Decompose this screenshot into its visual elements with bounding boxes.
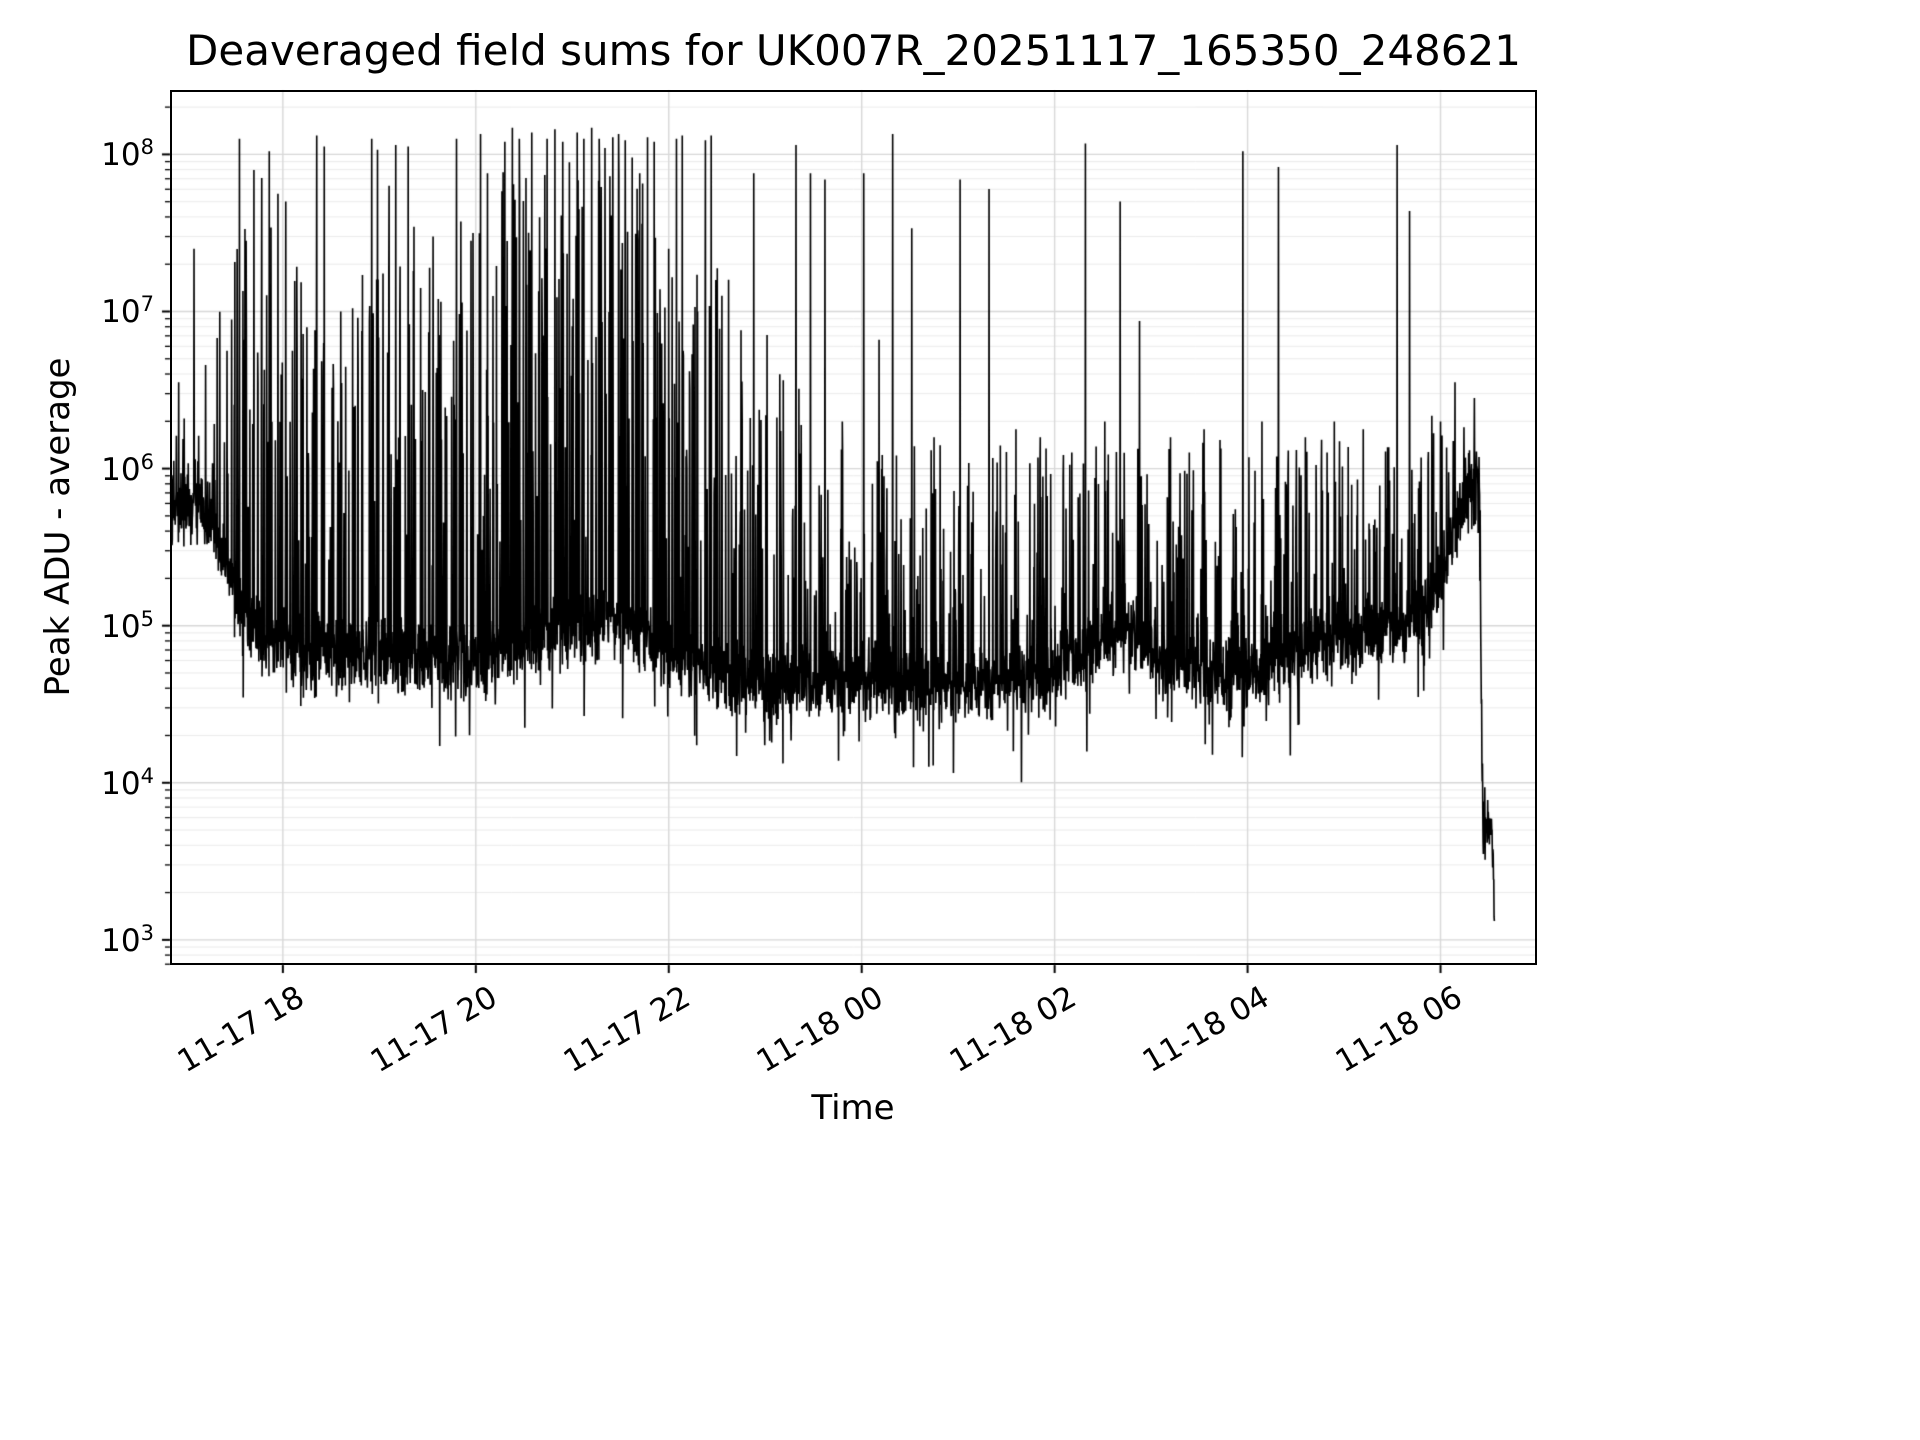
- y-tick-label: 108: [101, 135, 154, 174]
- y-tick-label: 107: [101, 292, 154, 331]
- y-tick-label: 104: [101, 763, 154, 802]
- y-tick-label: 105: [101, 606, 154, 645]
- y-tick-label: 103: [101, 920, 154, 960]
- y-tick-label: 106: [101, 449, 154, 488]
- y-axis-label: Peak ADU - average: [38, 357, 78, 697]
- x-axis-label: Time: [811, 1088, 895, 1128]
- chart-title: Deaveraged field sums for UK007R_2025111…: [186, 26, 1521, 75]
